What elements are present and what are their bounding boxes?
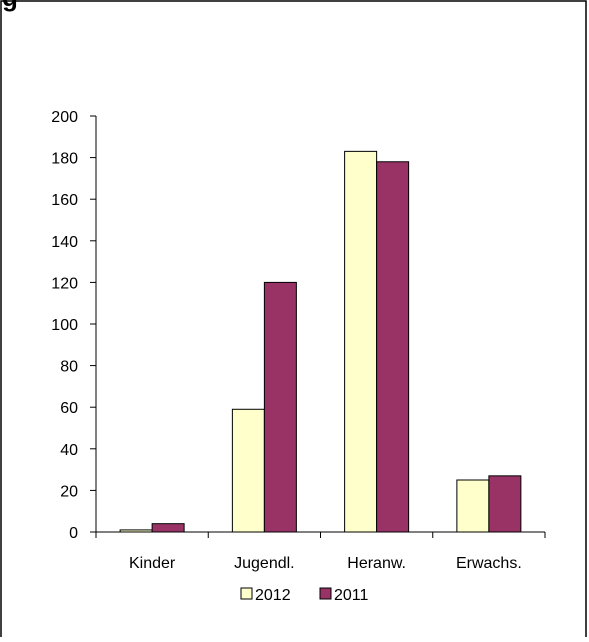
y-tick-label: 140 <box>51 234 78 251</box>
x-ticks <box>95 532 546 538</box>
y-tick-label: 200 <box>51 109 78 126</box>
y-tick-label: 80 <box>60 359 78 376</box>
y-tick-label: 0 <box>69 525 78 542</box>
bar-2011-Kinder <box>151 523 185 533</box>
legend-swatch-2011 <box>319 587 332 600</box>
bar-2012-Heranw. <box>344 150 378 533</box>
y-tick-label: 100 <box>51 317 78 334</box>
y-tick-label: 120 <box>51 275 78 292</box>
y-tick-label: 180 <box>51 151 78 168</box>
bar-2011-Erwachs. <box>488 475 522 533</box>
bar-2012-Erwachs. <box>456 479 490 533</box>
bar-2012-Jugendl. <box>231 408 265 533</box>
legend: 2012 2011 <box>240 587 369 604</box>
y-tick-label: 20 <box>60 483 78 500</box>
bar-2011-Jugendl. <box>263 281 297 533</box>
y-tick-label: 60 <box>60 400 78 417</box>
legend-swatch-2012 <box>240 587 253 600</box>
legend-label: 2012 <box>255 587 291 604</box>
category-labels: Kinder Jugendl. Heranw. Erwachs. <box>129 555 522 572</box>
y-ticks: 0 20 40 60 80 100 120 140 160 180 200 <box>51 109 96 542</box>
category-label: Kinder <box>129 555 176 572</box>
category-label: Jugendl. <box>234 555 295 572</box>
title-fragment: g <box>2 0 18 12</box>
y-tick-label: 160 <box>51 192 78 209</box>
bar-2012-Kinder <box>119 529 153 533</box>
bar-2011-Heranw. <box>376 161 410 533</box>
y-tick-label: 40 <box>60 442 78 459</box>
legend-label: 2011 <box>334 587 369 604</box>
category-label: Heranw. <box>347 555 406 572</box>
bars <box>119 150 522 533</box>
category-label: Erwachs. <box>456 555 522 572</box>
